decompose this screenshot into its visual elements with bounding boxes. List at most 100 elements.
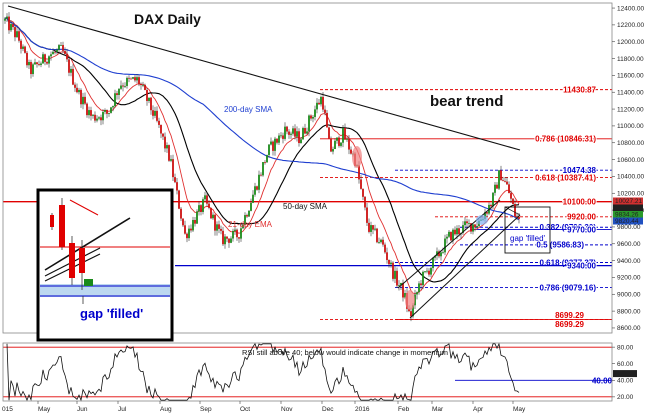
candle-body xyxy=(110,107,112,113)
candle-body xyxy=(154,110,156,116)
candle-body xyxy=(388,259,390,265)
inset-trendline xyxy=(44,217,131,271)
y-tick-label: 10600.00 xyxy=(617,157,644,164)
candle-body xyxy=(200,205,202,212)
candle-body xyxy=(72,68,74,85)
inset-candle-body xyxy=(69,243,75,278)
candle-body xyxy=(384,244,386,253)
candle-body xyxy=(454,229,456,235)
candle-body xyxy=(302,128,304,140)
candle-body xyxy=(300,139,302,144)
candle-body xyxy=(254,186,256,195)
bear-trendline xyxy=(7,5,521,151)
candle-body xyxy=(436,251,438,256)
candle-body xyxy=(220,228,222,231)
price-tag-label: 9908.99 xyxy=(615,205,639,212)
level-label: 9770.00 xyxy=(567,225,596,234)
candle-body xyxy=(410,311,412,317)
candle-body xyxy=(290,133,292,135)
candle-body xyxy=(288,131,290,135)
candle-body xyxy=(92,114,94,116)
candle-body xyxy=(400,282,402,286)
candle-body xyxy=(4,18,6,21)
candle-body xyxy=(50,54,52,57)
rsi-line xyxy=(6,342,520,402)
level-label: 0.786 (9079.16) xyxy=(540,283,597,292)
candle-body xyxy=(330,138,332,152)
candle-body xyxy=(48,56,50,64)
gap-filled-label: gap 'filled' xyxy=(510,234,546,243)
level-label: 0.382 (9796.30) xyxy=(540,223,597,232)
y-tick-label: 12200.00 xyxy=(617,22,644,29)
candle-body xyxy=(112,106,114,108)
price-tag xyxy=(613,217,643,225)
rsi-panel-frame xyxy=(2,342,613,402)
candle-body xyxy=(380,239,382,243)
chart-title: DAX Daily xyxy=(134,11,201,27)
candle-body xyxy=(442,252,444,254)
candle-body xyxy=(514,204,516,217)
candle-body xyxy=(390,262,392,265)
sma200-line xyxy=(4,16,520,221)
candle-body xyxy=(266,155,268,163)
candle-body xyxy=(404,293,406,298)
candle-body xyxy=(316,102,318,110)
y-tick-label: 9800.00 xyxy=(617,224,641,231)
level-label: 10474.38 xyxy=(563,166,597,175)
inset-candle-body xyxy=(84,279,93,286)
candle-body xyxy=(338,137,340,146)
candle-body xyxy=(372,225,374,230)
candle-body xyxy=(116,93,118,95)
candle-body xyxy=(402,282,404,298)
price-panel-frame xyxy=(2,2,613,334)
candle-body xyxy=(512,198,514,205)
candle-body xyxy=(468,223,470,224)
candle-body xyxy=(46,61,48,64)
candle-body xyxy=(138,77,140,84)
candle-body xyxy=(282,135,284,139)
candle-body xyxy=(370,225,372,232)
candle-body xyxy=(246,215,248,217)
candle-body xyxy=(196,211,198,224)
candle-body xyxy=(430,268,432,275)
candle-body xyxy=(434,255,436,258)
candle-body xyxy=(448,231,450,237)
y-tick-label: 10200.00 xyxy=(617,190,644,197)
level-label: 9920.00 xyxy=(567,213,596,222)
candle-body xyxy=(236,229,238,238)
y-tick-label: 10800.00 xyxy=(617,140,644,147)
candle-body xyxy=(334,140,336,150)
y-tick-label: 8600.00 xyxy=(617,325,641,332)
candle-body xyxy=(198,205,200,212)
candle-body xyxy=(190,228,192,231)
candle-body xyxy=(320,96,322,105)
candle-body xyxy=(24,46,26,53)
candle-body xyxy=(250,202,252,211)
x-tick-label: Apr xyxy=(473,406,484,413)
candle-body xyxy=(134,77,136,81)
y-tick-label: 9600.00 xyxy=(617,241,641,248)
candle-body xyxy=(308,115,310,132)
candle-body xyxy=(212,214,214,219)
x-tick-left: 015 xyxy=(2,406,13,413)
candle-body xyxy=(484,212,486,219)
candle-body xyxy=(306,131,308,134)
rsi-note: RSI still above 40; below would indicate… xyxy=(242,348,448,357)
x-tick-label: 2016 xyxy=(355,406,370,413)
gap-box xyxy=(504,206,551,254)
candle-body xyxy=(496,184,498,189)
candle-body xyxy=(312,116,314,119)
candle-body xyxy=(232,230,234,239)
candle-body xyxy=(122,85,124,87)
x-tick-label: Feb xyxy=(398,406,410,413)
candle-body xyxy=(490,204,492,207)
candle-body xyxy=(458,228,460,235)
candle-body xyxy=(228,238,230,243)
candle-body xyxy=(214,214,216,231)
candle-body xyxy=(78,89,80,93)
candle-body xyxy=(150,97,152,111)
candle-body xyxy=(74,84,76,88)
candle-body xyxy=(226,236,228,239)
candle-body xyxy=(26,52,28,66)
candle-body xyxy=(156,110,158,121)
